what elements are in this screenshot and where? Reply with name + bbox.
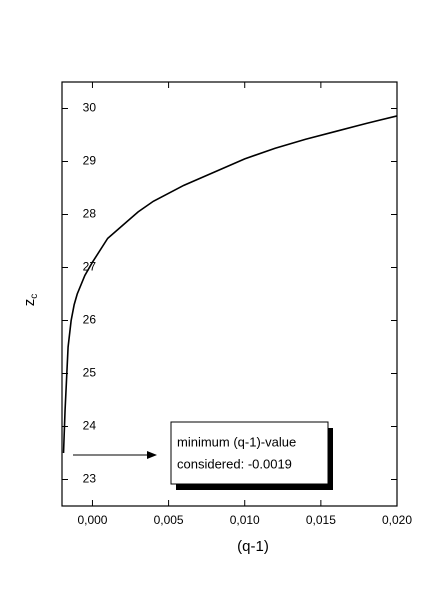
x-tick-label: 0,005 xyxy=(154,513,184,527)
y-label-main: z xyxy=(21,299,38,307)
y-tick-label: 25 xyxy=(83,366,97,380)
x-axis-label: (q-1) xyxy=(237,538,269,555)
y-tick-label: 28 xyxy=(83,207,97,221)
annotation-text: considered: -0.0019 xyxy=(177,456,292,471)
annotation-text: minimum (q-1)-value xyxy=(177,434,296,449)
y-axis-label: zc xyxy=(21,294,40,307)
y-tick-label: 30 xyxy=(83,101,97,115)
y-tick-label: 29 xyxy=(83,154,97,168)
y-tick-label: 23 xyxy=(83,472,97,486)
x-tick-label: 0,015 xyxy=(306,513,336,527)
data-line xyxy=(62,115,398,454)
x-tick-label: 0,000 xyxy=(77,513,107,527)
y-tick-label: 26 xyxy=(83,313,97,327)
y-label-sub: c xyxy=(29,294,40,299)
annotation-box xyxy=(170,421,329,485)
x-tick-label: 0,020 xyxy=(382,513,412,527)
x-tick-label: 0,010 xyxy=(230,513,260,527)
y-tick-label: 24 xyxy=(83,419,97,433)
plot-frame xyxy=(61,81,398,507)
